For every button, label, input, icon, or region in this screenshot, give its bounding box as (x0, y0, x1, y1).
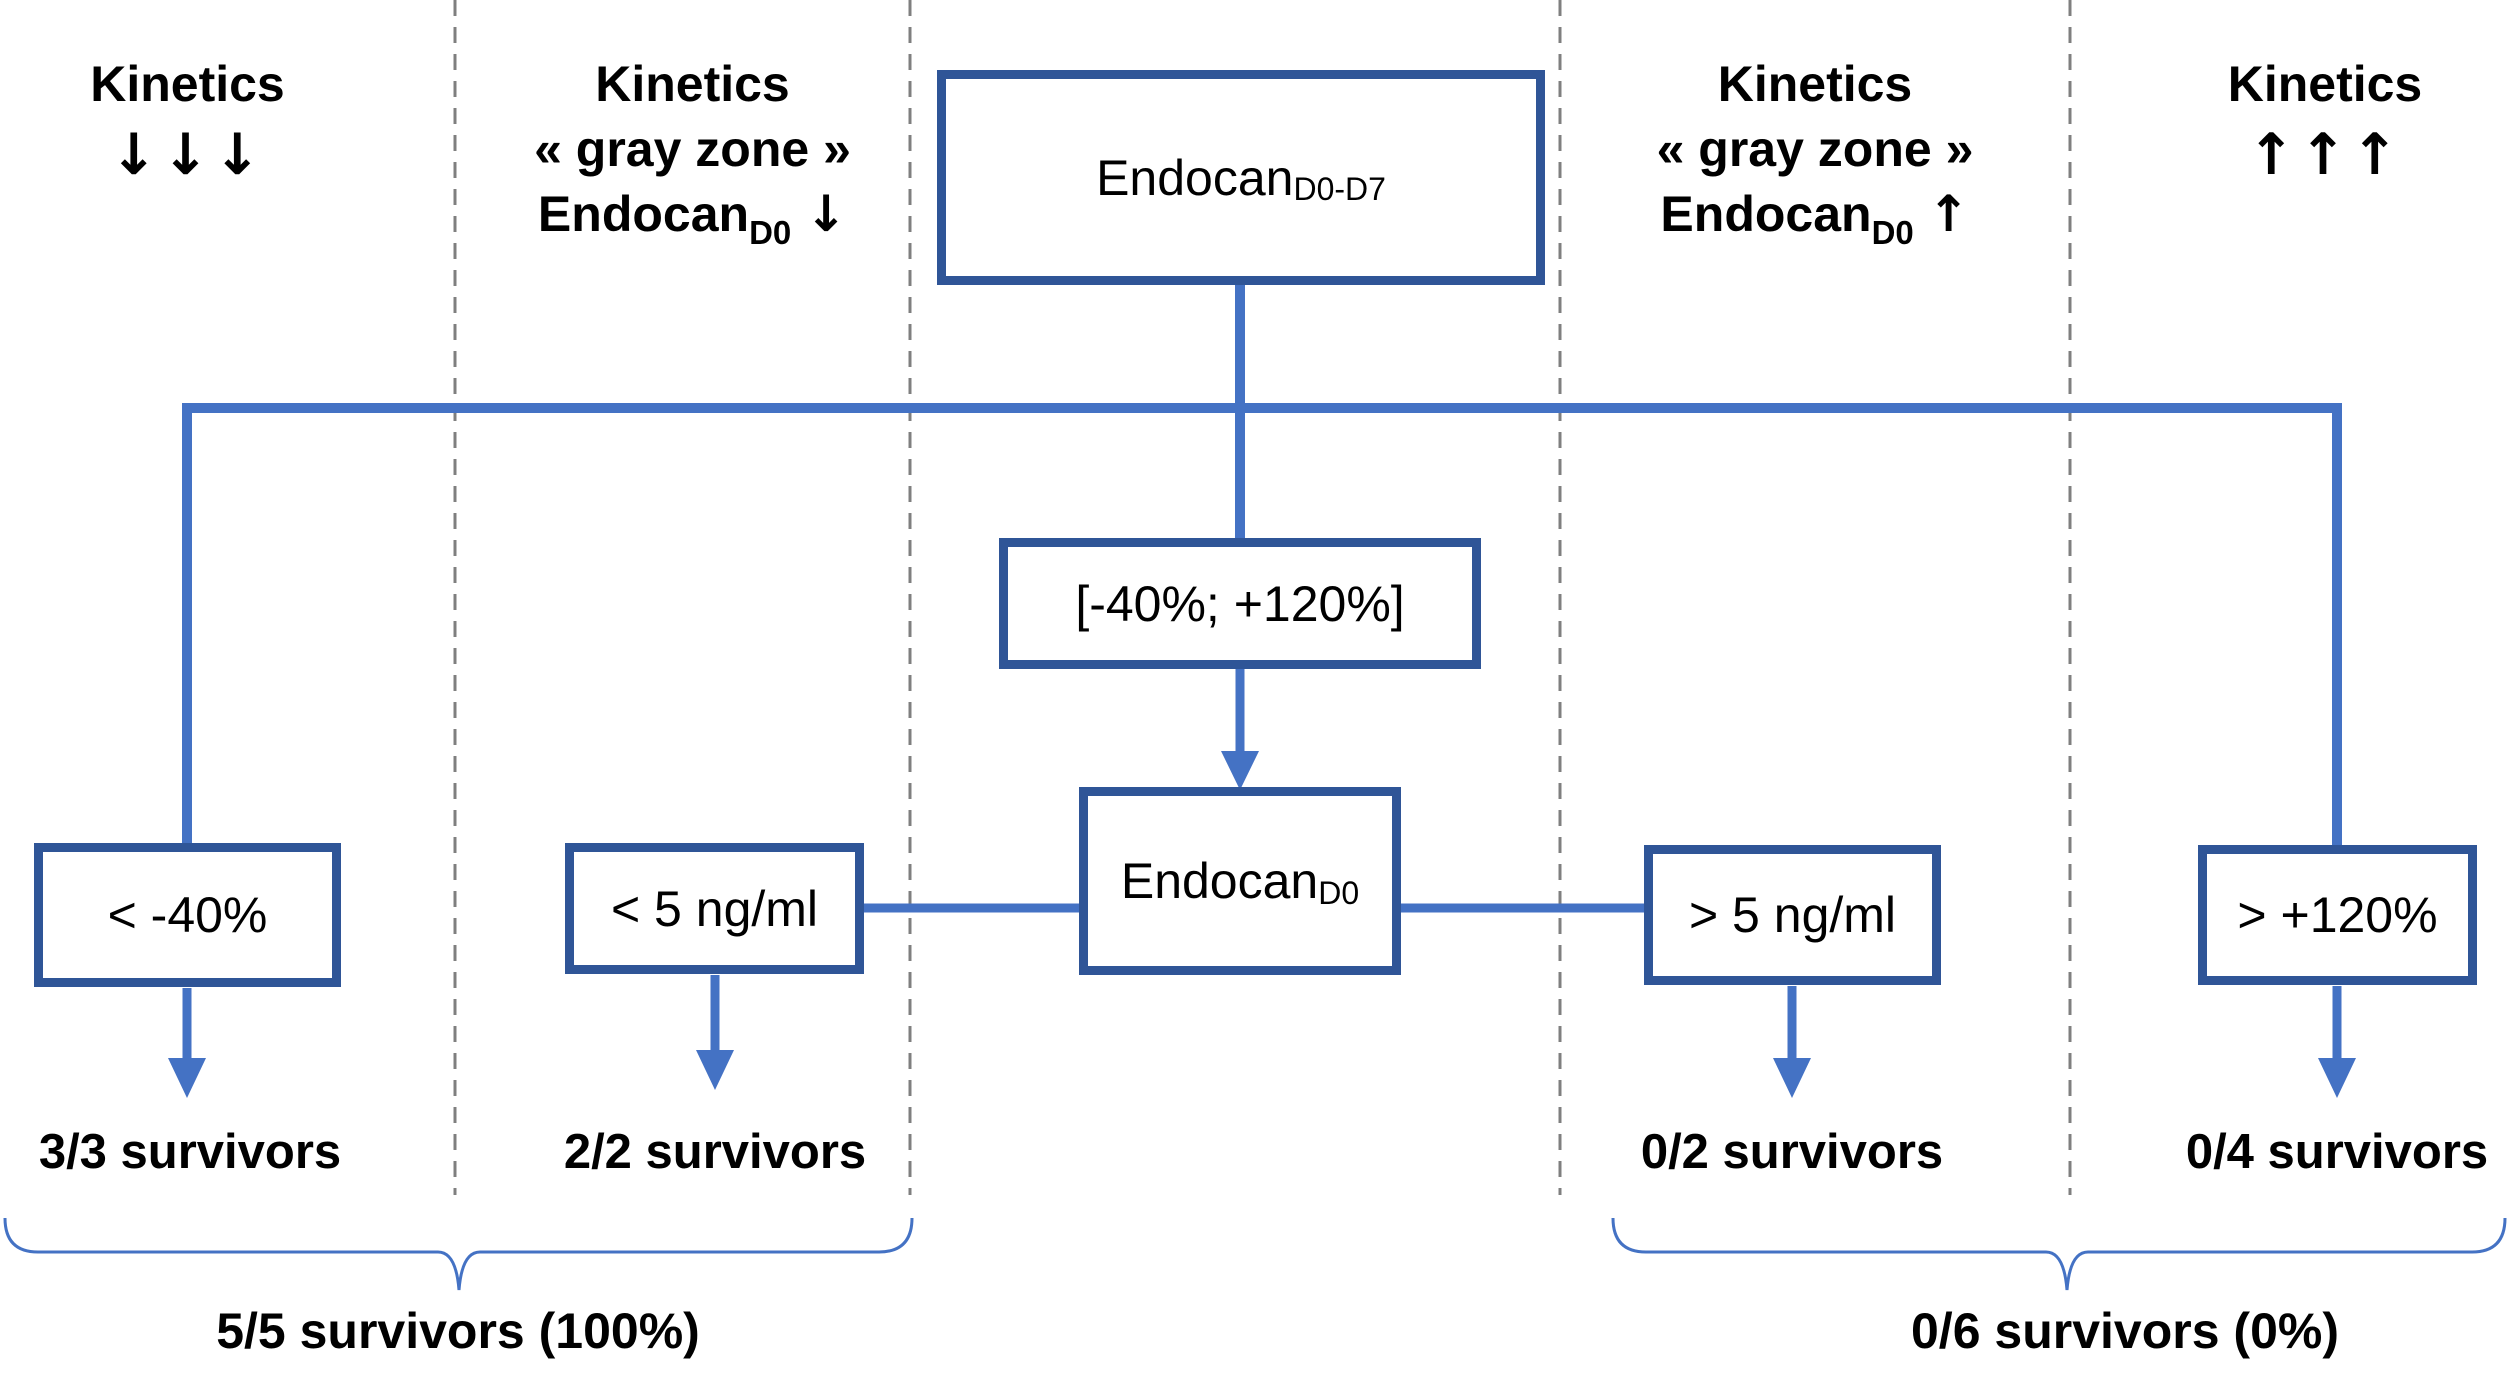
header-grayzone-low-subtitle: « gray zone » (534, 121, 851, 177)
node-endocan-d0-d7-sub: D0-D7 (1293, 171, 1386, 208)
header-grayzone-high-title: Kinetics (1717, 56, 1913, 112)
node-gt-5ng-label: > 5 ng/ml (1688, 887, 1897, 943)
node-lt-5ng-label: < 5 ng/ml (610, 880, 819, 937)
arrowhead-outcome-4 (2318, 1058, 2356, 1098)
brace-left-group (3, 1217, 914, 1291)
brace-right-group (1611, 1217, 2507, 1291)
node-gt-5ng: > 5 ng/ml (1644, 845, 1941, 985)
header-grayzone-low-arrow-icon: ↓ (805, 185, 848, 243)
connector-main-branch (182, 403, 2342, 848)
outcome-lt-minus40: 3/3 survivors (38, 1125, 342, 1179)
header-kinetics-up-arrows-icon: ↑↑↑ (2247, 122, 2403, 188)
header-grayzone-high: Kinetics « gray zone » EndocanD0 ↑ (1575, 52, 2055, 252)
node-range: [-40%; +120%] (999, 538, 1481, 669)
header-grayzone-high-endocan: EndocanD0 ↑ (1575, 182, 2055, 252)
outcome-lt-5ng: 2/2 survivors (563, 1125, 867, 1179)
arrowhead-outcome-2 (696, 1050, 734, 1090)
header-grayzone-low: Kinetics « gray zone » EndocanD0 ↓ (470, 52, 915, 252)
node-range-label: [-40%; +120%] (1075, 575, 1405, 632)
header-kinetics-down-arrows-icon: ↓↓↓ (109, 122, 266, 188)
summary-survivors-left: 5/5 survivors (100%) (216, 1303, 700, 1359)
node-endocan-d0-d7-label: Endocan (1096, 149, 1294, 206)
node-endocan-d0-label: Endocan (1120, 853, 1319, 909)
node-endocan-d0: Endocan D0 (1079, 787, 1401, 975)
header-grayzone-high-arrow-icon: ↑ (1927, 185, 1970, 243)
header-grayzone-low-endocan: EndocanD0 ↓ (470, 182, 915, 252)
node-gt-plus120-label: > +120% (2237, 887, 2438, 943)
node-lt-minus40-label: < -40% (107, 887, 268, 943)
outcome-gt-5ng: 0/2 survivors (1640, 1125, 1944, 1179)
header-grayzone-low-title: Kinetics (595, 56, 790, 112)
arrowhead-outcome-3 (1773, 1058, 1811, 1098)
header-kinetics-up-title: Kinetics (2227, 56, 2423, 112)
node-lt-5ng: < 5 ng/ml (565, 843, 864, 974)
node-endocan-d0-sub: D0 (1318, 874, 1360, 911)
arrowhead-outcome-1 (168, 1058, 206, 1098)
header-kinetics-down: Kinetics ↓↓↓ (0, 52, 375, 193)
header-grayzone-high-endocan-sub: D0 (1871, 213, 1914, 251)
node-lt-minus40: < -40% (34, 843, 341, 987)
header-grayzone-low-endocan-sub: D0 (749, 213, 792, 251)
header-grayzone-high-endocan-label: Endocan (1660, 186, 1872, 242)
node-endocan-d0-d7: Endocan D0-D7 (937, 70, 1545, 285)
header-kinetics-down-title: Kinetics (90, 56, 285, 112)
node-gt-plus120: > +120% (2198, 845, 2477, 985)
header-grayzone-low-endocan-label: Endocan (537, 186, 750, 242)
summary-survivors-right: 0/6 survivors (0%) (1911, 1303, 2339, 1359)
outcome-gt-plus120: 0/4 survivors (2185, 1125, 2489, 1179)
arrowhead-range-to-d0 (1221, 751, 1259, 790)
header-kinetics-up: Kinetics ↑↑↑ (2140, 52, 2510, 193)
header-grayzone-high-subtitle: « gray zone » (1656, 121, 1974, 177)
